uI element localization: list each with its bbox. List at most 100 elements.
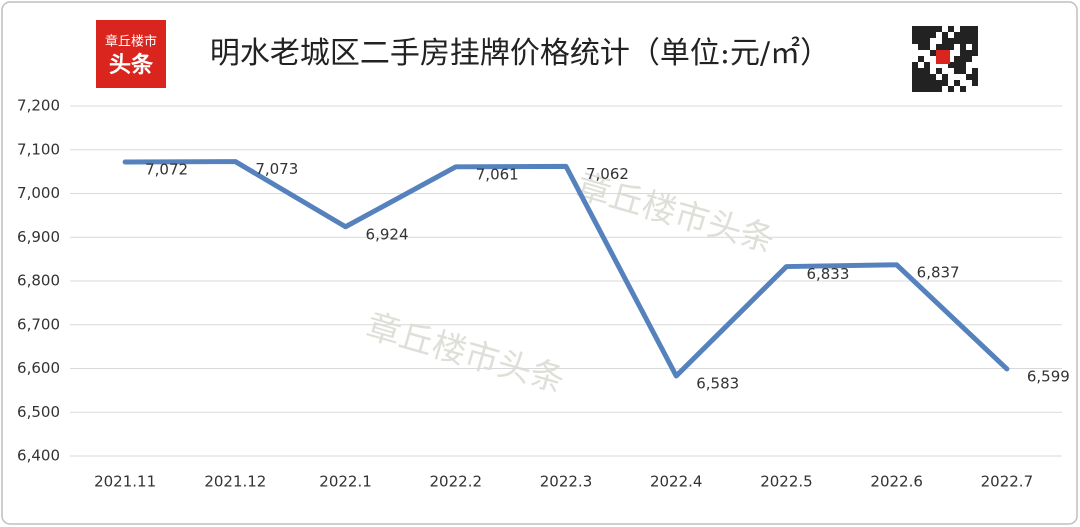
qr-cell [960,56,966,62]
qr-cell [972,80,978,86]
data-label: 7,073 [255,160,298,178]
qr-cell [942,80,948,86]
data-label: 6,599 [1027,367,1070,385]
qr-center [936,50,950,64]
qr-cell [930,74,936,80]
qr-cell [954,80,960,86]
y-tick-label: 6,600 [17,359,60,377]
qr-cell [948,38,954,44]
y-tick-label: 6,800 [17,272,60,290]
y-tick-label: 6,700 [17,315,60,333]
logo [96,20,166,88]
qr-cell [912,38,918,44]
qr-cell [930,50,936,56]
qr-cell [966,56,972,62]
data-label: 7,061 [476,165,519,183]
qr-cell [924,86,930,92]
qr-cell [966,38,972,44]
qr-cell [960,62,966,68]
qr-cell [930,32,936,38]
qr-cell [960,38,966,44]
qr-cell [972,26,978,32]
qr-cell [942,74,948,80]
qr-cell [924,32,930,38]
data-label: 7,062 [586,165,629,183]
data-label: 6,583 [696,374,739,392]
qr-cell [924,44,930,50]
qr-cell [912,32,918,38]
qr-cell [912,86,918,92]
logo-text: 头条 [109,52,154,78]
qr-cell [942,38,948,44]
data-label: 7,072 [145,161,188,179]
qr-cell [912,62,918,68]
qr-cell [918,44,924,50]
qr-cell [960,86,966,92]
x-tick-label: 2022.7 [981,473,1034,491]
qr-cell [954,38,960,44]
qr-cell [924,68,930,74]
qr-cell [924,74,930,80]
qr-cell [918,80,924,86]
y-tick-label: 6,900 [17,228,60,246]
qr-cell [930,86,936,92]
qr-cell [918,56,924,62]
qr-cell [924,26,930,32]
qr-cell [954,56,960,62]
x-tick-label: 2021.11 [94,473,156,491]
qr-cell [972,38,978,44]
qr-cell [930,26,936,32]
x-tick-label: 2022.1 [319,473,372,491]
data-label: 6,837 [917,263,960,281]
line [122,159,1010,379]
logo-text: 章丘楼市 [105,34,157,50]
qr-cell [954,68,960,74]
qr-cell [918,86,924,92]
qr-cell [936,68,942,74]
qr-cell [942,44,948,50]
x-tick-label: 2022.4 [650,473,703,491]
x-tick-label: 2022.2 [430,473,483,491]
x-tick-label: 2021.12 [204,473,266,491]
qr-cell [936,44,942,50]
qr-cell [918,74,924,80]
qr-cell [948,26,954,32]
y-tick-label: 7,000 [17,184,60,202]
qr-cell [948,44,954,50]
qr-cell [954,62,960,68]
x-tick-label: 2022.3 [540,473,593,491]
qr-cell [972,44,978,50]
y-tick-label: 7,100 [17,140,60,158]
qr-cell [936,26,942,32]
qr-cell [930,80,936,86]
qr-cell [936,86,942,92]
qr-cell [960,26,966,32]
qr-cell [918,38,924,44]
qr-cell [960,50,966,56]
qr-cell [924,38,930,44]
qr-cell [912,26,918,32]
y-tick-label: 7,200 [17,97,60,115]
qr-cell [960,44,966,50]
qr-cell [912,74,918,80]
qr-cell [966,26,972,32]
qr-code [912,26,978,92]
qr-cell [966,74,972,80]
qr-cell [972,68,978,74]
qr-cell [972,50,978,56]
qr-cell [966,50,972,56]
chart-title: 明水老城区二手房挂牌价格统计（单位:元/㎡） [210,36,830,71]
data-label: 6,924 [366,225,409,243]
qr-cell [924,80,930,86]
qr-cell [948,62,954,68]
qr-cell [960,32,966,38]
data-label: 6,833 [806,265,849,283]
qr-cell [918,32,924,38]
qr-cell [972,74,978,80]
qr-cell [918,26,924,32]
qr-cell [918,68,924,74]
y-tick-label: 6,400 [17,447,60,465]
qr-cell [942,32,948,38]
